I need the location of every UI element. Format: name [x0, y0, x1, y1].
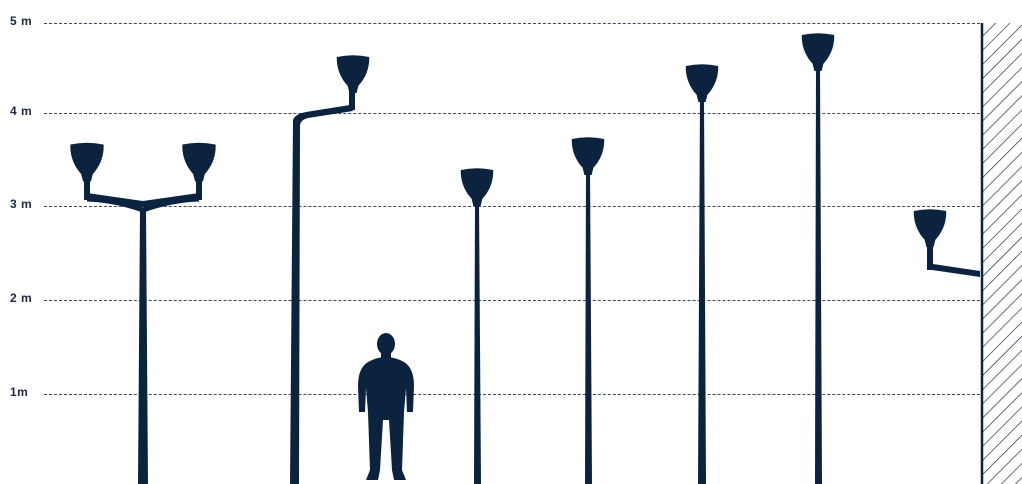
scale-label-4m: 4 m: [10, 104, 33, 118]
double-arm-pole: [70, 142, 216, 484]
gridline-2m: [44, 300, 980, 301]
scale-label-1m: 1m: [10, 385, 29, 399]
gridline-1m: [44, 394, 980, 395]
scale-label-2m: 2 m: [10, 291, 33, 305]
gridline-3m: [44, 206, 980, 207]
post-top-pole: [571, 137, 605, 484]
gridline-5m: [44, 23, 980, 24]
wall-mounted-lamp: [913, 209, 980, 277]
post-top-pole: [801, 33, 835, 484]
post-top-pole: [460, 168, 494, 484]
single-arm-pole: [290, 55, 370, 484]
scale-label-5m: 5 m: [10, 14, 33, 28]
scale-label-3m: 3 m: [10, 197, 33, 211]
post-top-pole: [685, 64, 719, 484]
person-silhouette: [358, 333, 414, 480]
wall: [980, 23, 1022, 484]
gridline-4m: [44, 113, 980, 114]
